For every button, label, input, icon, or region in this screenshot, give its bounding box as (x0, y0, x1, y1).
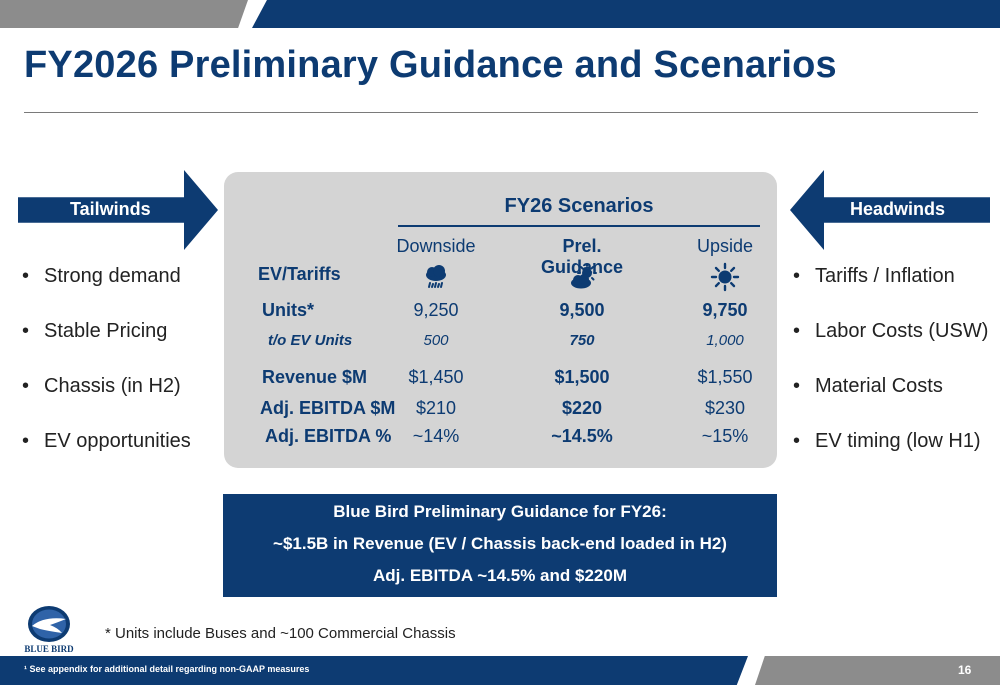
row-label-ev-tariffs: EV/Tariffs (258, 264, 341, 284)
units-upside: 9,750 (702, 300, 748, 320)
bottom-bar-blue (0, 656, 748, 685)
tailwinds-list: Strong demand Stable Pricing Chassis (in… (22, 262, 191, 482)
headwinds-label: Headwinds (850, 199, 946, 219)
row-label-ebitda-pct: Adj. EBITDA % (265, 426, 392, 446)
list-item: Chassis (in H2) (22, 372, 191, 427)
row-label-ev-units: t/o EV Units (268, 332, 353, 349)
headwinds-list: Tariffs / Inflation Labor Costs (USW) Ma… (793, 262, 988, 482)
ebitda-upside: $230 (704, 398, 746, 418)
tailwinds-label: Tailwinds (70, 199, 151, 219)
logo-text: BLUE BIRD (24, 644, 74, 654)
revenue-guidance: $1,500 (554, 367, 610, 387)
title-divider (24, 112, 978, 113)
top-bar-gray (0, 0, 248, 28)
ev-units-guidance: 750 (569, 332, 595, 349)
callout-line-3: Adj. EBITDA ~14.5% and $220M (373, 566, 627, 585)
scenarios-title: FY26 Scenarios (504, 195, 654, 217)
ebitda-pct-upside: ~15% (701, 426, 749, 446)
column-header-downside: Downside (396, 236, 476, 256)
ebitda-downside: $210 (415, 398, 457, 418)
ev-units-downside: 500 (423, 332, 449, 349)
headwinds-arrow: Headwinds (790, 170, 990, 250)
units-footnote: * Units include Buses and ~100 Commercia… (105, 625, 456, 642)
scenarios-panel (224, 172, 777, 468)
page-number: 16 (958, 663, 972, 677)
row-label-ebitda: Adj. EBITDA $M (260, 398, 396, 418)
scenarios-divider (398, 225, 760, 227)
list-item: EV timing (low H1) (793, 427, 988, 482)
top-bar-blue (252, 0, 1000, 28)
non-gaap-note: ¹ See appendix for additional detail reg… (24, 664, 310, 674)
guidance-callout: Blue Bird Preliminary Guidance for FY26:… (223, 494, 777, 597)
blue-bird-logo (28, 606, 70, 642)
tailwinds-arrow: Tailwinds (18, 170, 218, 250)
list-item: Tariffs / Inflation (793, 262, 988, 317)
list-item: EV opportunities (22, 427, 191, 482)
rain-cloud-icon (426, 265, 446, 288)
list-item: Labor Costs (USW) (793, 317, 988, 372)
page-title: FY2026 Preliminary Guidance and Scenario… (24, 44, 837, 86)
units-guidance: 9,500 (559, 300, 605, 320)
list-item: Strong demand (22, 262, 191, 317)
ebitda-pct-downside: ~14% (412, 426, 460, 446)
callout-line-1: Blue Bird Preliminary Guidance for FY26: (333, 502, 667, 521)
column-header-upside: Upside (696, 236, 754, 256)
callout-line-2: ~$1.5B in Revenue (EV / Chassis back-end… (273, 534, 727, 553)
ebitda-pct-guidance: ~14.5% (551, 426, 613, 446)
row-label-units: Units* (262, 300, 315, 320)
sun-icon (710, 262, 740, 292)
ebitda-guidance: $220 (561, 398, 603, 418)
revenue-upside: $1,550 (697, 367, 753, 387)
partly-sunny-icon (571, 263, 597, 289)
revenue-downside: $1,450 (408, 367, 464, 387)
units-downside: 9,250 (413, 300, 459, 320)
ev-units-upside: 1,000 (706, 332, 744, 349)
list-item: Material Costs (793, 372, 988, 427)
bottom-bar-gray (755, 656, 1000, 685)
row-label-revenue: Revenue $M (262, 367, 368, 387)
list-item: Stable Pricing (22, 317, 191, 372)
